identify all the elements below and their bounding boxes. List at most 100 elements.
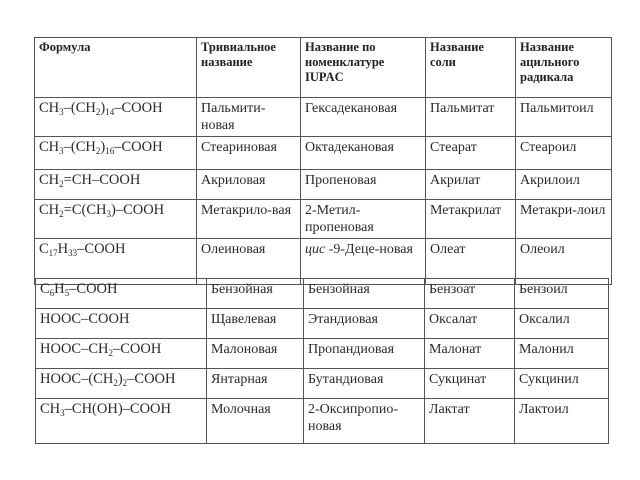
formula-text: CH — [39, 202, 60, 218]
acyl-cell: Олеоил — [515, 238, 612, 285]
acyl-cell: Метакри-лоил — [515, 199, 612, 239]
trivial-text: Акриловая — [201, 173, 266, 188]
formula-cell: HOOC–CH2–COOH — [35, 338, 207, 369]
formula-subscript: 3 — [59, 146, 64, 156]
trivial-cell: Щавелевая — [206, 308, 304, 339]
trivial-cell: Акриловая — [196, 169, 301, 200]
formula-text: C — [39, 241, 49, 257]
formula-text: CH — [39, 139, 60, 155]
trivial-cell: Малоновая — [206, 338, 304, 369]
acids-table-bottom: C6H5–COOH Бензойная Бензойная Бензоат Бензои… — [35, 278, 609, 444]
trivial-text: Метакрило-вая — [201, 203, 292, 218]
acyl-cell: Акрилоил — [515, 169, 612, 200]
trivial-text: Янтарная — [211, 372, 268, 387]
salt-cell: Лактат — [424, 398, 515, 444]
trivial-text: Пальмити-новая — [201, 101, 266, 133]
table-row: HOOC–(CH2)2–COOH Янтарная Бутандиовая Сукци… — [35, 368, 609, 399]
acyl-cell: Сукцинил — [514, 368, 609, 399]
trivial-cell: Метакрило-вая — [196, 199, 301, 239]
salt-cell: Малонат — [424, 338, 515, 369]
iupac-text: Гексадекановая — [305, 101, 398, 116]
trivial-text: Олеиновая — [201, 242, 266, 257]
salt-cell: Пальмитат — [425, 97, 516, 137]
salt-text: Малонат — [429, 342, 482, 357]
formula-text: H — [54, 281, 65, 297]
formula-text: CH — [39, 100, 60, 116]
formula-subscript: 14 — [105, 107, 115, 117]
acyl-text: Стеароил — [520, 140, 577, 155]
table-row: C6H5–COOH Бензойная Бензойная Бензоат Бензои… — [35, 278, 609, 309]
formula-subscript: 3 — [60, 408, 65, 418]
acyl-text: Сукцинил — [519, 372, 579, 387]
salt-text: Акрилат — [430, 173, 481, 188]
salt-cell: Стеарат — [425, 136, 516, 170]
formula-subscript: 16 — [105, 146, 115, 156]
salt-text: Метакрилат — [430, 203, 502, 218]
iupac-cell: Этандиовая — [303, 308, 425, 339]
trivial-text: Щавелевая — [211, 312, 277, 327]
table-row: CH3–(CH2)14–COOH Пальмити-новая Гексадекан… — [34, 97, 612, 137]
iupac-cell: Пропеновая — [300, 169, 426, 200]
iupac-cell: 2-Оксипропио-новая — [303, 398, 425, 444]
formula-text: ) — [100, 139, 106, 155]
iupac-text: Бутандиовая — [308, 372, 384, 387]
formula-subscript: 33 — [68, 248, 78, 258]
trivial-cell: Пальмити-новая — [196, 97, 301, 137]
trivial-text: Малоновая — [211, 342, 278, 357]
formula-subscript: 2 — [59, 179, 64, 189]
acyl-cell: Пальмитоил — [515, 97, 612, 137]
iupac-cell: Октадекановая — [300, 136, 426, 170]
header-salt: Название соли — [425, 37, 516, 98]
trivial-cell: Бензойная — [206, 278, 304, 309]
formula-cell: C6H5–COOH — [35, 278, 207, 309]
formula-text: CH — [39, 172, 60, 188]
iupac-cell: Гексадекановая — [300, 97, 426, 137]
iupac-cell: Бутандиовая — [303, 368, 425, 399]
formula-text: HOOC–COOH — [40, 311, 130, 327]
formula-cell: HOOC–COOH — [35, 308, 207, 339]
formula-subscript: 3 — [106, 209, 111, 219]
formula-cell: CH3–CH(OH)–COOH — [35, 398, 207, 444]
formula-subscript: 6 — [49, 288, 55, 298]
formula-text: HOOC–CH — [40, 341, 109, 357]
formula-text: C — [40, 281, 50, 297]
table-row: CH2=C(CH3)–COOH Метакрило-вая 2-Метил-проп… — [34, 199, 612, 239]
formula-subscript: 5 — [64, 288, 70, 298]
formula-subscript: 2 — [122, 378, 128, 388]
salt-text: Оксалат — [429, 312, 478, 327]
acyl-cell: Лактоил — [514, 398, 609, 444]
acids-table-top: Формула Тривиальное название Название по… — [34, 37, 612, 285]
formula-text: –COOH — [114, 139, 163, 155]
iupac-prefix: цис — [305, 242, 326, 257]
formula-text: –COOH — [69, 281, 118, 297]
iupac-text: 2-Оксипропио-новая — [308, 402, 399, 434]
acyl-cell: Оксалил — [514, 308, 609, 339]
iupac-text: Пропандиовая — [308, 342, 395, 357]
formula-text: )–COOH — [110, 202, 165, 218]
trivial-text: Бензойная — [211, 282, 273, 297]
formula-text: CH — [40, 401, 61, 417]
trivial-text: Стеариновая — [201, 140, 277, 155]
formula-subscript: 17 — [48, 248, 58, 258]
formula-text: –COOH — [114, 100, 163, 116]
formula-subscript: 2 — [113, 378, 118, 388]
acyl-text: Акрилоил — [520, 173, 580, 188]
iupac-text: Пропеновая — [305, 173, 377, 188]
acyl-cell: Стеароил — [515, 136, 612, 170]
header-iupac: Название по номенклатуре IUPAC — [300, 37, 426, 98]
iupac-cell: цис -9-Децe-новая — [300, 238, 426, 285]
iupac-text: 2-Метил-пропеновая — [305, 203, 374, 235]
salt-text: Стеарат — [430, 140, 477, 155]
formula-text: –COOH — [77, 241, 126, 257]
salt-text: Олеат — [430, 242, 466, 257]
acyl-text: Пальмитоил — [520, 101, 594, 116]
acyl-text: Метакри-лоил — [520, 203, 606, 218]
formula-text: –COOH — [127, 371, 176, 387]
iupac-text: Октадекановая — [305, 140, 394, 155]
trivial-cell: Молочная — [206, 398, 304, 444]
formula-text: HOOC–(CH — [40, 371, 114, 387]
salt-cell: Акрилат — [425, 169, 516, 200]
table-row: CH3–CH(OH)–COOH Молочная 2-Оксипропио-нова… — [35, 398, 609, 444]
formula-cell: CH3–(CH2)16–COOH — [34, 136, 197, 170]
header-trivial: Тривиальное название — [196, 37, 301, 98]
